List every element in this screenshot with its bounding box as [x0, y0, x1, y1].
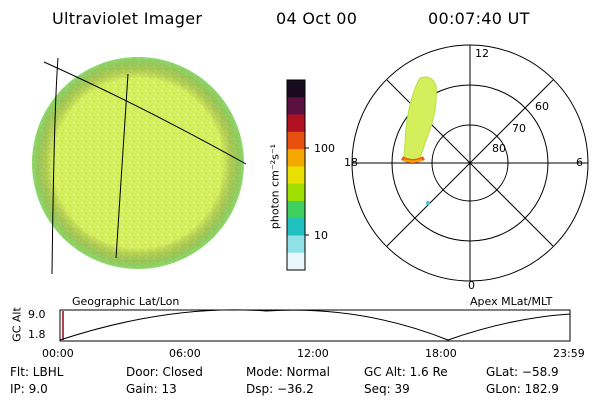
timeline-xtick-1: 06:00 — [169, 347, 201, 360]
timeline-ytick-9: 9.0 — [28, 308, 46, 321]
colorbar-tick-100: 100 — [314, 142, 335, 155]
ip-status: IP: 9.0 — [10, 382, 48, 396]
timeline-xtick-3: 18:00 — [425, 347, 457, 360]
colorbar-segment — [287, 218, 305, 236]
colorbar-segment — [287, 183, 305, 202]
gain-status: Gain: 13 — [126, 382, 177, 396]
date-label: 04 Oct 00 — [276, 9, 358, 28]
apex-label: Apex MLat/MLT — [470, 295, 553, 308]
door-status: Door: Closed — [126, 365, 203, 379]
meridian-line — [115, 73, 129, 259]
filter-status: Flt: LBHL — [10, 365, 64, 379]
geographic-label: Geographic Lat/Lon — [72, 295, 180, 308]
dsp-status: Dsp: −36.2 — [246, 382, 314, 396]
colorbar-segment — [287, 131, 305, 150]
colorbar-segment — [287, 114, 305, 133]
time-label: 00:07:40 UT — [428, 9, 530, 28]
altitude-curve — [59, 309, 571, 341]
mlt-label-6: 6 — [576, 156, 583, 169]
mlt-label-0: 0 — [468, 279, 475, 292]
colorbar-segment — [287, 166, 305, 185]
colorbar-segment — [287, 97, 305, 116]
glon-status: GLon: 182.9 — [486, 382, 559, 396]
colorbar-segment — [287, 252, 305, 271]
colorbar-tick-10: 10 — [314, 229, 328, 242]
timeline-axis-label: GC Alt — [10, 307, 24, 342]
gc-alt-status: GC Alt: 1.6 Re — [364, 365, 448, 379]
altitude-timeline — [59, 309, 571, 342]
mlat-label-60: 60 — [535, 100, 549, 113]
mlt-label-18: 18 — [344, 156, 358, 169]
mlat-label-80: 80 — [492, 142, 506, 155]
colorbar-segment — [287, 235, 305, 254]
app-title: Ultraviolet Imager — [52, 9, 203, 28]
timeline-xtick-0: 00:00 — [42, 347, 74, 360]
colorbar-border — [286, 79, 306, 271]
latitude-line — [43, 61, 247, 165]
timeline-xtick-4: 23:59 — [553, 347, 585, 360]
polar-grid — [351, 44, 589, 282]
mlt-label-12: 12 — [475, 47, 489, 60]
color-scale-bar — [286, 79, 309, 271]
mode-status: Mode: Normal — [246, 365, 330, 379]
colorbar-segment — [287, 200, 305, 219]
earth-disk-image — [32, 57, 247, 275]
seq-status: Seq: 39 — [364, 382, 410, 396]
meridian-line — [51, 57, 59, 275]
timeline-xtick-2: 12:00 — [297, 347, 329, 360]
mlat-label-70: 70 — [512, 122, 526, 135]
colorbar-segment — [287, 80, 305, 98]
colorbar-unit-label: photon cm⁻²s⁻¹ — [268, 143, 282, 230]
timeline-ytick-1.8: 1.8 — [28, 328, 46, 341]
colorbar-segment — [287, 149, 305, 167]
glat-status: GLat: −58.9 — [486, 365, 559, 379]
auroral-oval — [400, 76, 437, 205]
